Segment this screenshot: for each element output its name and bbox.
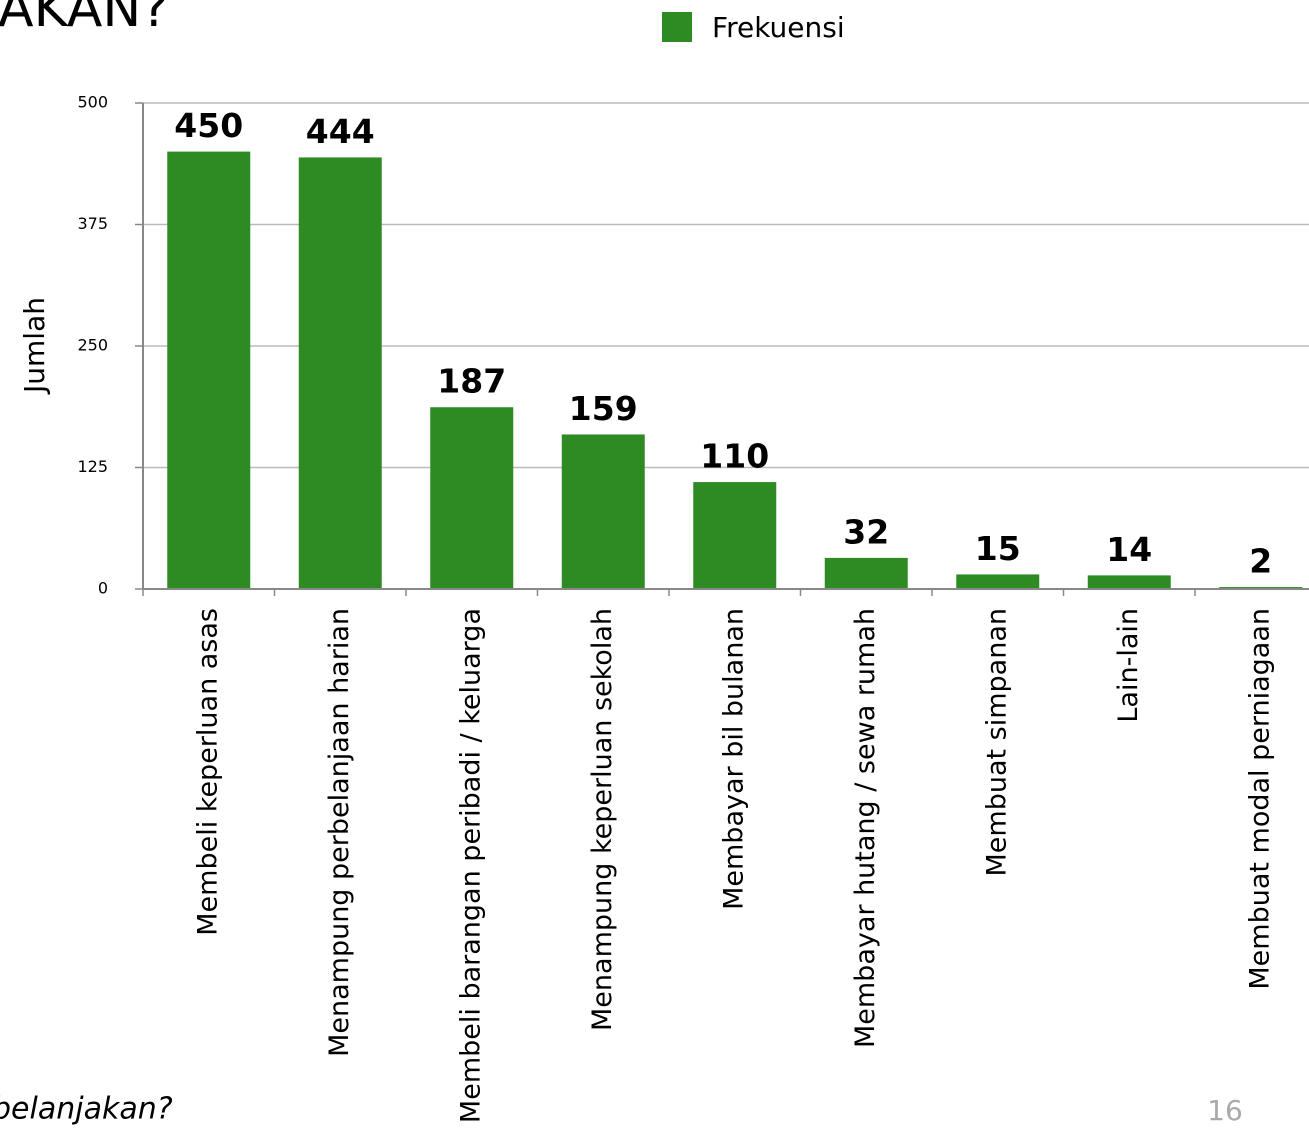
value-label: 444 [306, 112, 375, 151]
legend-label: Frekuensi [712, 11, 845, 44]
page-number: 16 [1207, 1094, 1243, 1127]
x-tick-label: Membayar hutang / sewa rumah [850, 608, 881, 1048]
value-label: 32 [843, 512, 889, 551]
slide-title: AKAN? [0, 0, 169, 39]
y-tick-label: 0 [98, 579, 108, 598]
x-tick-label: Menampung keperluan sekolah [587, 608, 618, 1031]
x-tick-label: Menampung perbelanjaan harian [324, 608, 355, 1057]
value-label: 159 [569, 389, 638, 428]
y-tick-label: 375 [77, 214, 108, 233]
legend-swatch [662, 12, 692, 42]
value-label: 187 [437, 362, 506, 401]
bar [430, 407, 514, 589]
y-axis-label: Jumlah [18, 297, 51, 395]
x-tick-label: Membeli keperluan asas [192, 608, 223, 936]
bar [561, 434, 645, 589]
value-label: 450 [174, 106, 243, 145]
bar [1087, 575, 1171, 589]
value-label: 14 [1106, 530, 1152, 569]
bar [956, 574, 1040, 589]
y-tick-label: 500 [77, 93, 108, 112]
x-tick-label: Membeli barangan peribadi / keluarga [455, 608, 486, 1123]
bar [824, 557, 908, 589]
bar [693, 482, 777, 589]
x-tick-label: Lain-lain [1113, 608, 1144, 723]
bar [298, 157, 382, 589]
caption: belanjakan? [0, 1092, 173, 1127]
value-label: 15 [975, 529, 1021, 568]
y-tick-label: 125 [77, 457, 108, 476]
bar [167, 151, 251, 589]
x-tick-label: Membuat modal perniagaan [1244, 608, 1275, 990]
x-tick-label: Membuat simpanan [981, 608, 1012, 877]
value-label: 2 [1249, 542, 1272, 581]
value-label: 110 [700, 437, 769, 476]
x-tick-label: Membayar bil bulanan [718, 608, 749, 910]
y-tick-label: 250 [77, 336, 108, 355]
